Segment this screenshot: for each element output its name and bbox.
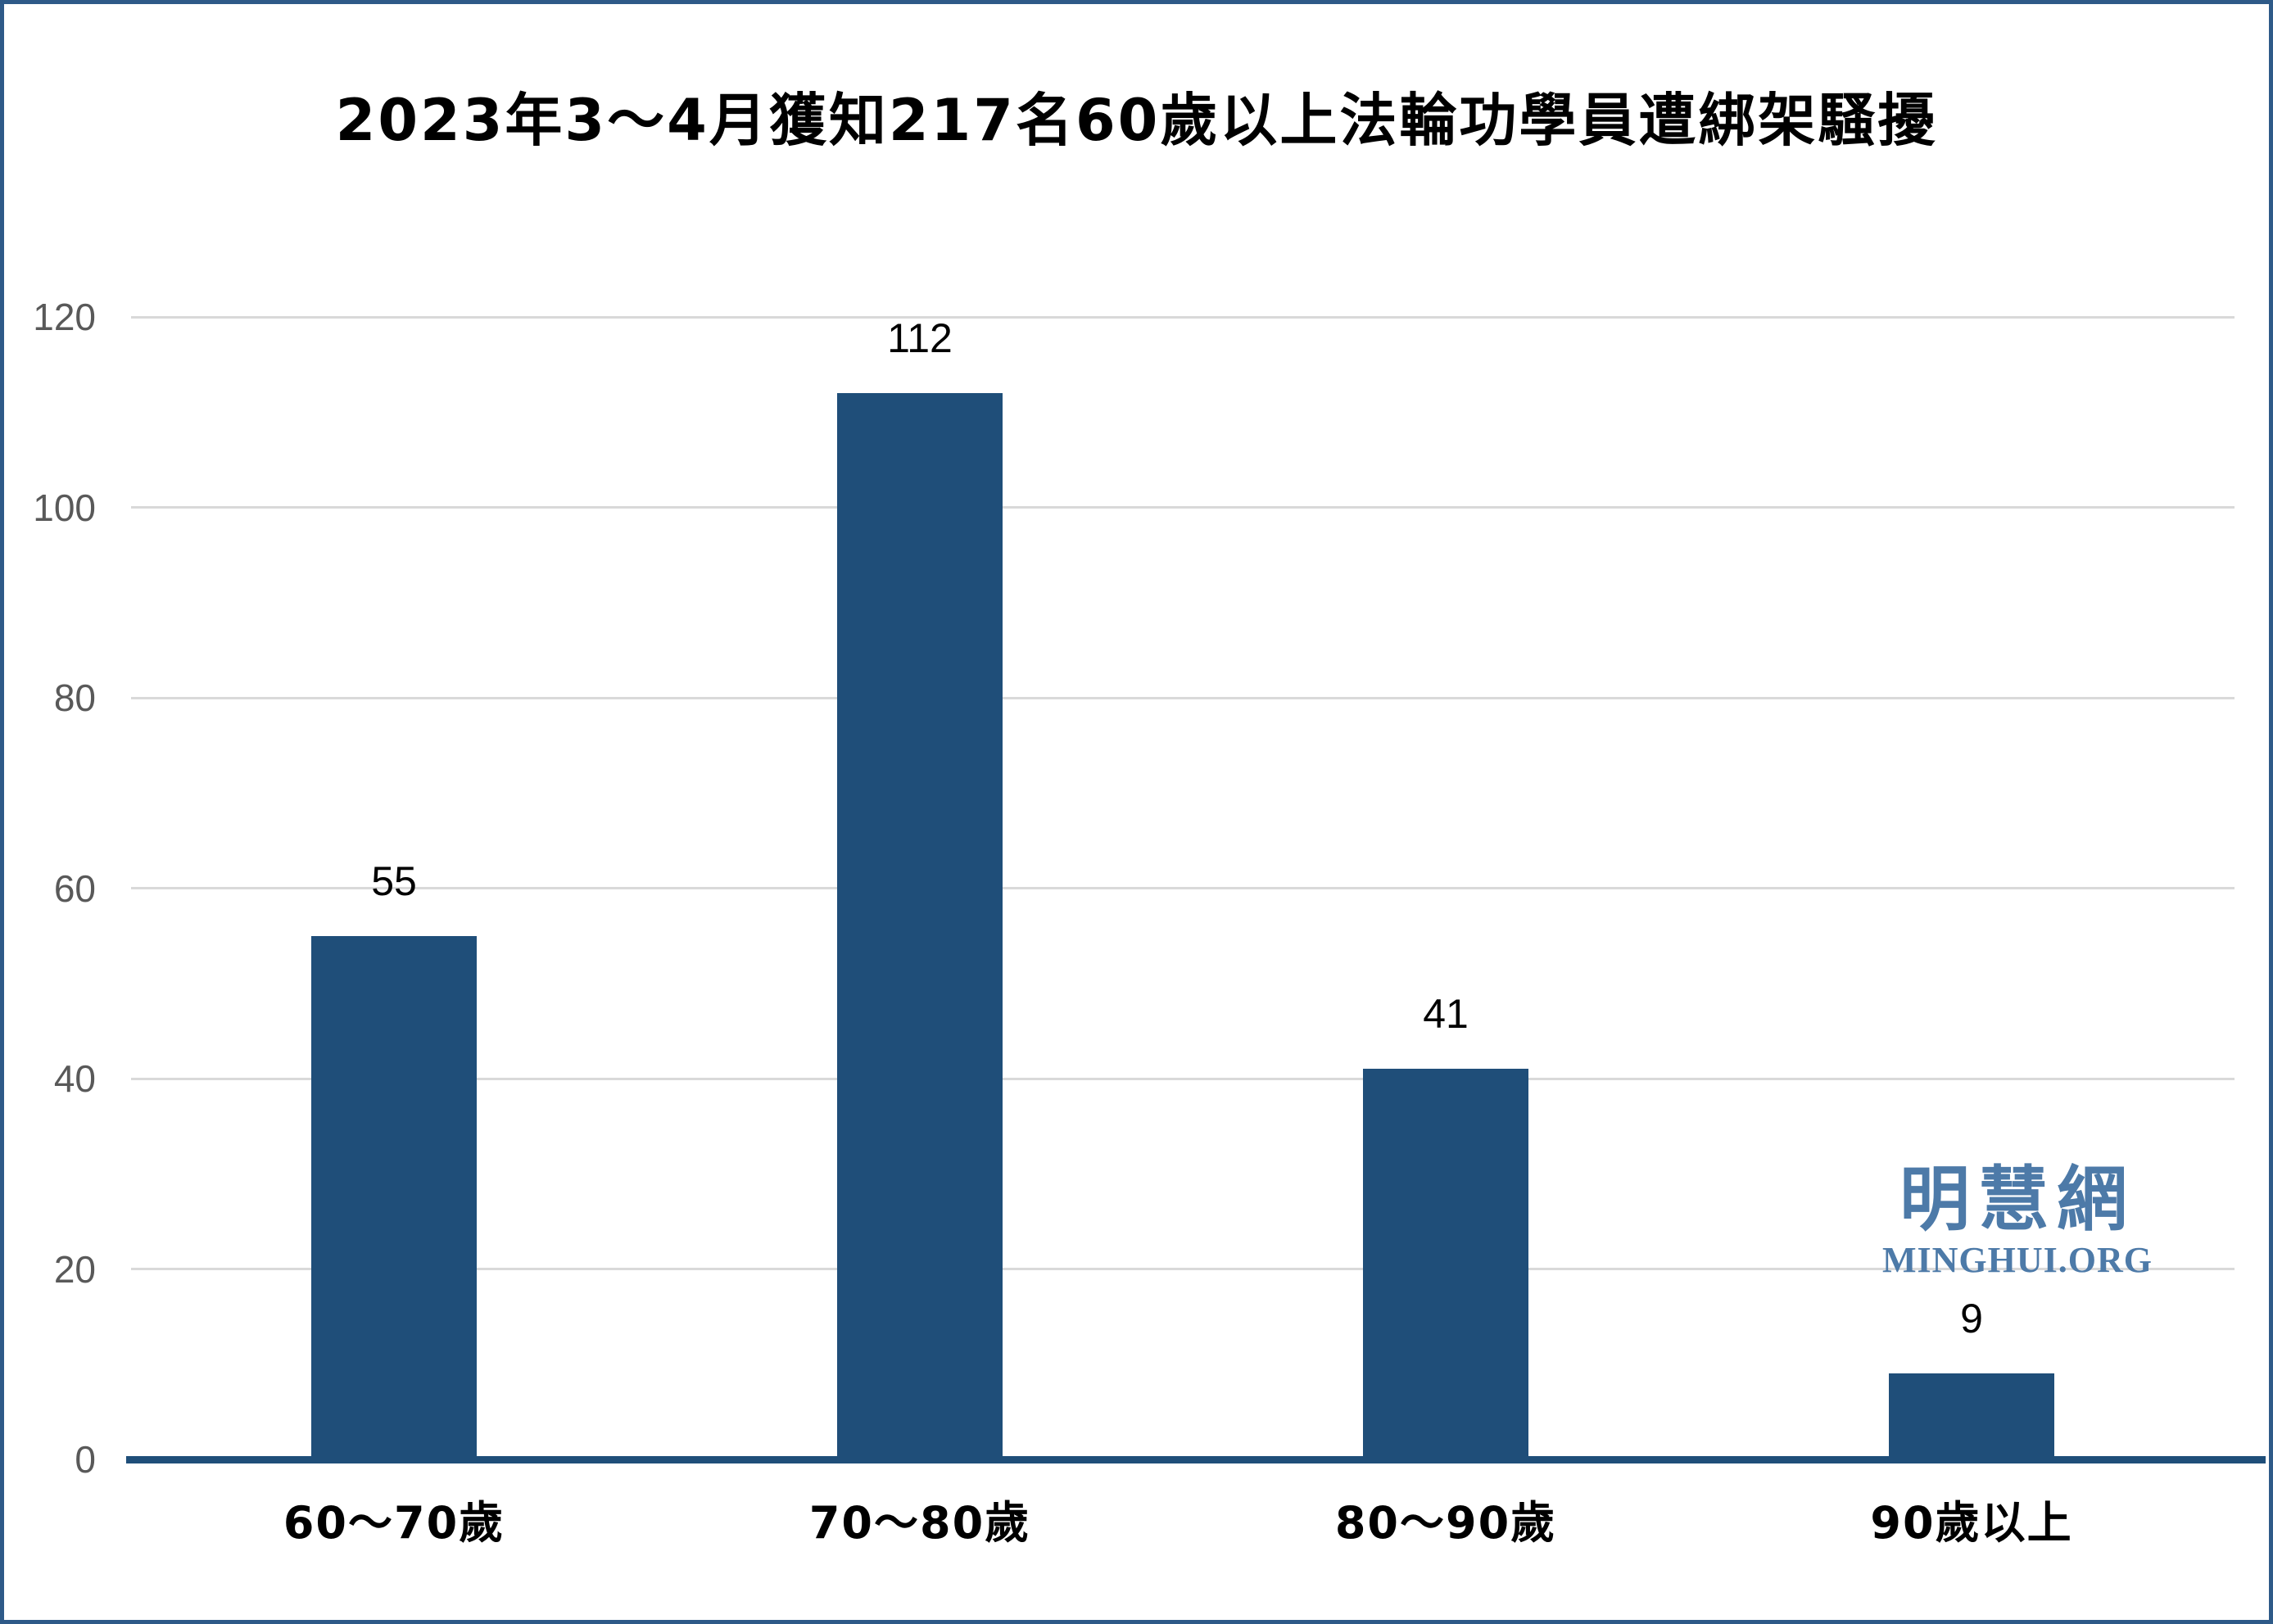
- y-tick-label-120: 120: [33, 296, 96, 338]
- minghui-watermark-latin: MINGHUI.ORG: [1882, 1240, 2153, 1280]
- gridline-40: [131, 1077, 2235, 1080]
- x-category-label-1: 60～70歲: [283, 1497, 505, 1549]
- gridline-100: [131, 506, 2235, 509]
- bar-value-label-1: 55: [371, 857, 417, 904]
- y-tick-label-20: 20: [53, 1247, 96, 1291]
- bar-4: [1889, 1373, 2054, 1459]
- y-tick-label-80: 80: [53, 676, 96, 719]
- gridline-80: [131, 696, 2235, 699]
- x-category-label-4: 90歲以上: [1870, 1497, 2073, 1549]
- y-tick-label-60: 60: [53, 866, 96, 910]
- bar-value-label-2: 112: [887, 315, 953, 361]
- x-axis-line: [126, 1456, 2266, 1463]
- bar-2: [837, 393, 1003, 1459]
- gridline-60: [131, 887, 2235, 889]
- bar-3: [1363, 1069, 1528, 1459]
- bar-value-label-3: 41: [1423, 991, 1469, 1038]
- chart-title: 2023年3～4月獲知217名60歲以上法輪功學員遭綁架騷擾: [335, 87, 1938, 154]
- x-category-label-2: 70～80歲: [808, 1497, 1031, 1549]
- gridline-20: [131, 1268, 2235, 1270]
- minghui-watermark-chinese: 明慧網: [1899, 1159, 2135, 1241]
- bar-1: [311, 935, 477, 1459]
- plot-area: [126, 315, 2266, 1463]
- y-tick-label-0: 0: [75, 1438, 96, 1481]
- bar-value-label-4: 9: [1960, 1296, 1983, 1342]
- y-tick-label-40: 40: [53, 1057, 96, 1100]
- x-category-label-3: 80～90歲: [1334, 1497, 1557, 1549]
- minghui-watermark: 明慧網 MINGHUI.ORG: [1865, 1160, 2170, 1280]
- gridline-120: [131, 315, 2235, 319]
- y-tick-label-100: 100: [33, 486, 96, 529]
